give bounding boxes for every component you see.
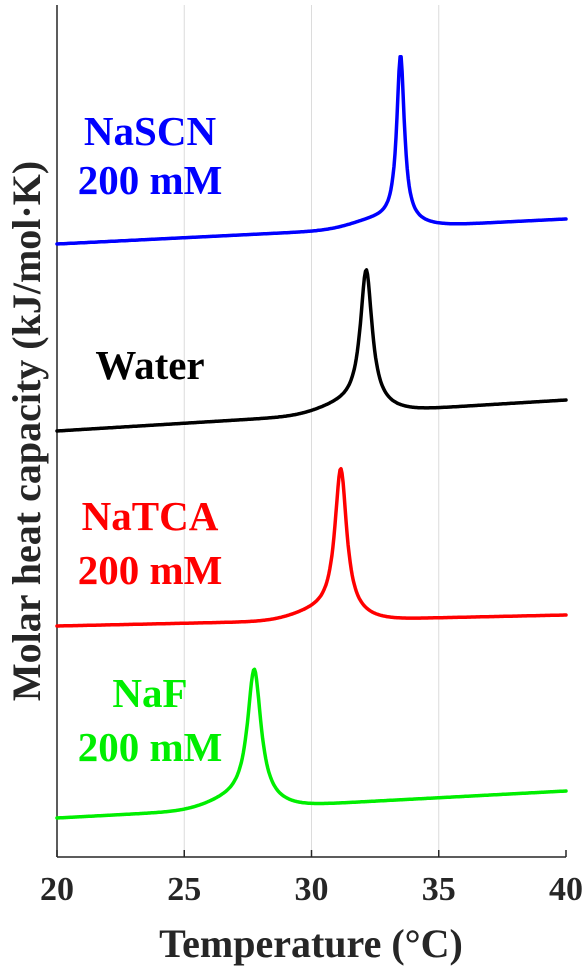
x-tick-label-35: 35 [422, 871, 456, 908]
series-label-naf-line2: 200 mM [78, 724, 223, 770]
series-label-natca-line1: NaTCA [82, 493, 219, 539]
x-axis-ticks: 20 25 30 35 40 [40, 850, 583, 908]
series-label-nascn-line1: NaSCN [84, 108, 217, 154]
series-label-nascn-line2: 200 mM [78, 157, 223, 203]
series-label-water-line1: Water [95, 342, 204, 388]
x-tick-label-30: 30 [295, 871, 329, 908]
vertical-grid-lines [183, 5, 440, 857]
series-curves [55, 54, 568, 820]
series-line-natca [55, 466, 568, 628]
x-tick-label-25: 25 [167, 871, 201, 908]
series-line-nascn [55, 54, 568, 246]
x-tick-label-20: 20 [40, 871, 74, 908]
series-label-natca-line2: 200 mM [78, 547, 223, 593]
y-axis-title: Molar heat capacity (kJ/mol·K) [4, 161, 49, 701]
x-tick-label-40: 40 [549, 871, 583, 908]
series-line-water [55, 268, 568, 433]
x-axis-title: Temperature (°C) [159, 921, 463, 966]
series-line-naf [55, 667, 568, 820]
series-label-naf-line1: NaF [112, 670, 187, 716]
